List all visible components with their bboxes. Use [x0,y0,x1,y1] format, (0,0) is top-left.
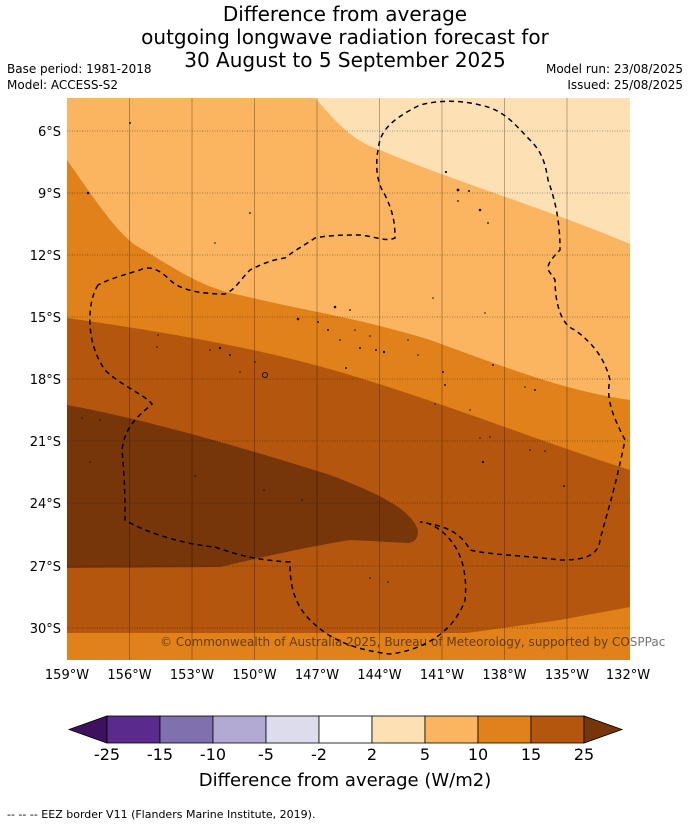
band-15-25-south [67,570,630,633]
colorbar-segment [159,715,214,744]
lon-label: 159°W [45,668,89,683]
lon-label: 132°W [606,668,650,683]
colorbar-tick-label: 5 [419,745,431,764]
lat-label: 12°S [30,249,61,264]
band-2-5 [67,98,630,244]
issued-date: Issued: 25/08/2025 [567,78,683,92]
colorbar-tick-label: 25 [573,745,595,764]
lon-label: 147°W [295,668,339,683]
band-25-plus [67,405,418,568]
lon-label: 135°W [545,668,589,683]
title-line-2: outgoing longwave radiation forecast for [141,25,549,49]
lat-label: 6°S [38,125,61,140]
colorbar-arrow-high [583,715,624,744]
lon-label: 156°W [107,668,151,683]
eez-border [89,100,626,655]
model-name: Model: ACCESS-S2 [7,78,119,92]
colorbar-tick-label: -5 [258,745,274,764]
lat-label: 24°S [30,497,61,512]
lat-label: 30°S [30,622,61,637]
lon-label: 141°W [420,668,464,683]
longitude-labels: 159°W 156°W 153°W 150°W 147°W 144°W 141°… [45,668,650,683]
colorbar-segment [371,715,426,744]
lat-label: 15°S [30,311,61,326]
colorbar-tick-label: -15 [146,745,174,764]
lon-label: 150°W [232,668,276,683]
base-period: Base period: 1981-2018 [7,62,152,76]
lat-label: 18°S [30,373,61,388]
lon-label: 138°W [482,668,526,683]
colorbar-tick-label: 10 [467,745,489,764]
colorbar-segment [318,715,373,744]
model-run: Model run: 23/08/2025 [545,62,683,76]
eez-legend-note: -- -- -- EEZ border V11 (Flanders Marine… [7,808,316,821]
colorbar-segment [530,715,585,744]
colorbar-segment [265,715,320,744]
colorbar-tick-label: 2 [366,745,378,764]
latitude-labels: 6°S 9°S 12°S 15°S 18°S 21°S 24°S 27°S 30… [30,125,61,637]
colorbar-tick-label: -25 [93,745,121,764]
title-line-1: Difference from average [222,2,468,26]
colorbar [67,715,624,744]
colorbar-tick-label: -10 [199,745,227,764]
colorbar-segment [424,715,479,744]
colorbar-segment [106,715,161,744]
title-line-3: 30 August to 5 September 2025 [184,48,506,72]
anomaly-field [67,98,630,660]
colorbar-segment [477,715,532,744]
lat-label: 27°S [30,560,61,575]
graticule [129,98,568,660]
colorbar-tick-label: 15 [520,745,542,764]
lon-label: 153°W [170,668,214,683]
colorbar-label: Difference from average (W/m2) [198,770,492,791]
lat-label: 9°S [38,187,61,202]
colorbar-tick-label: -2 [311,745,327,764]
colorbar-arrow-low [67,715,108,744]
colorbar-segment [212,715,267,744]
island-marks [81,122,565,583]
lon-label: 144°W [357,668,401,683]
lat-label: 21°S [30,435,61,450]
map-copyright: © Commonwealth of Australia 2025, Bureau… [160,635,665,649]
